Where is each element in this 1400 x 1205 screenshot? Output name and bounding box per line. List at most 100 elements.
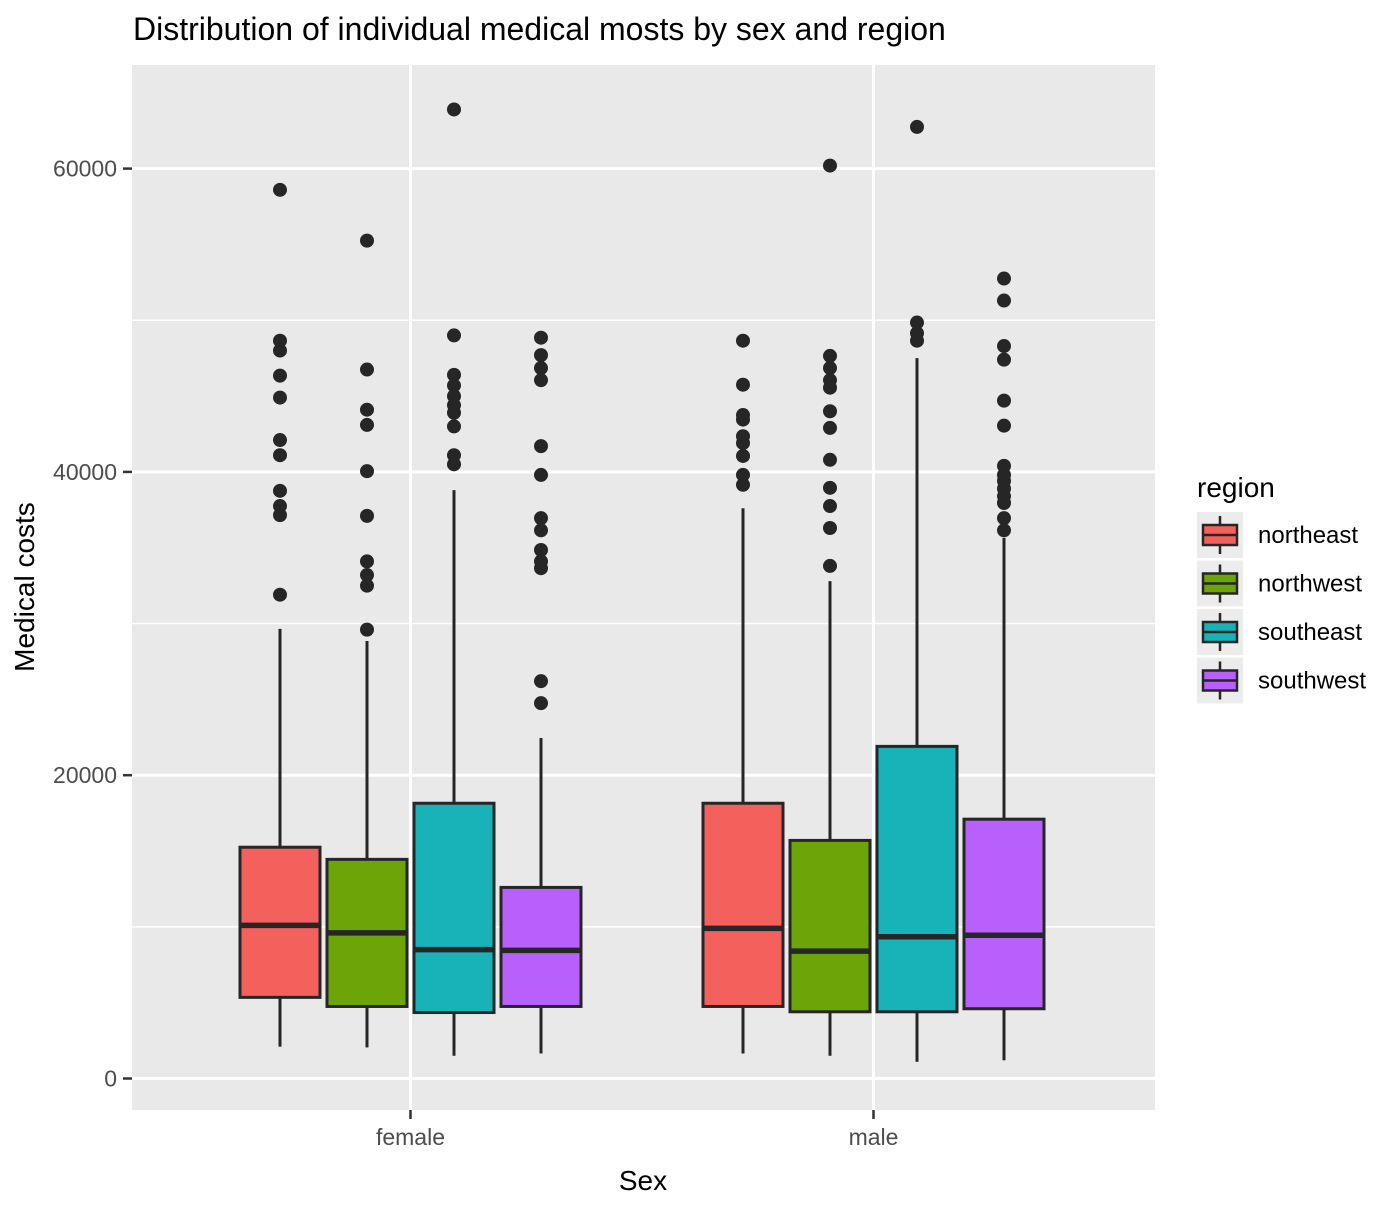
outlier-point <box>823 558 837 573</box>
outlier-point <box>360 622 374 637</box>
outlier-point <box>736 467 750 482</box>
outlier-point <box>273 448 287 463</box>
outlier-point <box>736 412 750 427</box>
outlier-point <box>736 436 750 451</box>
outlier-point <box>736 377 750 392</box>
boxplot-box <box>238 845 322 999</box>
tick-labels-layer: 0 20000 40000 60000 female male <box>53 156 898 1150</box>
outlier-point <box>534 439 548 454</box>
outlier-point <box>447 328 461 343</box>
legend-title: region <box>1197 472 1275 503</box>
boxplot-male-southeast <box>875 119 959 1062</box>
outlier-point <box>360 554 374 569</box>
legend-item-southeast: southeast <box>1197 609 1362 655</box>
legend-label: southeast <box>1258 619 1362 646</box>
boxplots-layer <box>238 102 1046 1062</box>
outlier-point <box>360 417 374 432</box>
legend-label: northeast <box>1258 522 1358 549</box>
outlier-point <box>360 233 374 248</box>
outlier-point <box>273 368 287 383</box>
outlier-point <box>360 568 374 583</box>
boxplot-female-southeast <box>412 102 496 1056</box>
outlier-point <box>360 508 374 523</box>
outlier-point <box>534 330 548 345</box>
outlier-point <box>447 367 461 382</box>
boxplot-female-southwest <box>499 330 583 1054</box>
gridlines-layer <box>132 65 1155 1110</box>
outlier-point <box>997 293 1011 308</box>
outlier-point <box>736 448 750 463</box>
outlier-point <box>910 333 924 348</box>
outlier-point <box>534 361 548 376</box>
outlier-point <box>997 511 1011 526</box>
outlier-point <box>534 511 548 526</box>
outlier-point <box>360 464 374 479</box>
boxplot-male-northeast <box>701 333 785 1054</box>
outlier-point <box>823 452 837 467</box>
outlier-point <box>823 499 837 514</box>
outlier-point <box>823 404 837 419</box>
outlier-point <box>534 674 548 689</box>
outlier-point <box>447 419 461 434</box>
outlier-point <box>447 457 461 472</box>
outlier-point <box>273 333 287 348</box>
outlier-point <box>273 587 287 602</box>
outlier-point <box>823 158 837 173</box>
outlier-point <box>997 523 1011 538</box>
x-tick-label: female <box>376 1124 445 1150</box>
outlier-point <box>273 390 287 405</box>
outlier-point <box>823 348 837 363</box>
outlier-point <box>997 393 1011 408</box>
boxplot-box <box>875 744 959 1014</box>
outlier-point <box>910 119 924 134</box>
boxplot-box <box>701 801 785 1008</box>
outlier-point <box>534 348 548 363</box>
y-tick-label: 20000 <box>53 762 117 788</box>
outlier-point <box>823 361 837 376</box>
boxplot-female-northeast <box>238 182 322 1047</box>
legend-item-southwest: southwest <box>1197 657 1366 704</box>
outlier-point <box>534 561 548 576</box>
outlier-point <box>534 542 548 557</box>
outlier-point <box>447 405 461 420</box>
boxplot-box <box>499 885 583 1008</box>
legend-items: northeast northwest southeast southwest <box>1197 512 1366 704</box>
outlier-point <box>534 373 548 388</box>
x-axis-title: Sex <box>619 1165 667 1196</box>
x-tick-label: male <box>849 1124 899 1150</box>
chart-title: Distribution of individual medical mosts… <box>133 11 946 47</box>
y-tick-label: 40000 <box>53 459 117 485</box>
outlier-point <box>534 696 548 711</box>
legend-item-northwest: northwest <box>1197 560 1362 607</box>
boxplot-box <box>412 801 496 1015</box>
outlier-point <box>273 433 287 448</box>
boxplot-box <box>788 838 872 1014</box>
outlier-point <box>447 102 461 117</box>
outlier-point <box>997 352 1011 367</box>
boxplot-female-northwest <box>325 233 409 1048</box>
outlier-point <box>823 480 837 495</box>
legend-label: southwest <box>1258 668 1366 695</box>
legend-label: northwest <box>1258 571 1362 598</box>
axis-ticks-layer <box>123 167 875 1119</box>
outlier-point <box>736 333 750 348</box>
outlier-point <box>823 521 837 536</box>
outlier-point <box>997 418 1011 433</box>
outlier-point <box>360 402 374 417</box>
y-tick-label: 60000 <box>53 156 117 182</box>
boxplot-box <box>962 817 1046 1011</box>
boxplot-male-southwest <box>962 271 1046 1061</box>
outlier-point <box>823 420 837 435</box>
outlier-point <box>997 339 1011 354</box>
outlier-point <box>997 271 1011 286</box>
outlier-point <box>273 343 287 358</box>
outlier-point <box>273 508 287 523</box>
boxplot-male-northwest <box>788 158 872 1056</box>
outlier-point <box>447 378 461 393</box>
outlier-point <box>534 523 548 538</box>
outlier-point <box>360 362 374 377</box>
outlier-point <box>823 380 837 395</box>
y-tick-label: 0 <box>104 1066 117 1092</box>
